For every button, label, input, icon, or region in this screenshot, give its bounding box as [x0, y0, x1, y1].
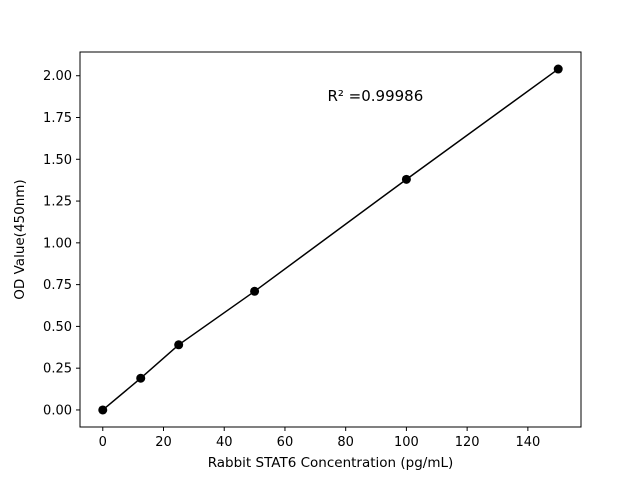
y-tick-label: 0.75 — [43, 278, 72, 293]
y-tick-label: 0.00 — [43, 403, 72, 418]
x-tick-label: 60 — [277, 435, 294, 450]
data-point — [250, 286, 260, 296]
y-axis-label: OD Value(450nm) — [12, 179, 28, 299]
x-tick-label: 40 — [216, 435, 233, 450]
y-tick-label: 1.25 — [43, 195, 72, 210]
trend-line — [102, 68, 559, 411]
plot-border — [79, 51, 582, 428]
y-tick-label: 0.50 — [43, 320, 72, 335]
data-point — [401, 174, 411, 184]
y-tick-label: 1.75 — [43, 111, 72, 126]
y-tick-label: 0.25 — [43, 362, 72, 377]
data-point — [136, 373, 146, 383]
x-tick-label: 0 — [99, 435, 107, 450]
x-axis-label: Rabbit STAT6 Concentration (pg/mL) — [208, 455, 454, 471]
x-tick-label: 100 — [394, 435, 419, 450]
data-point — [174, 340, 184, 350]
r-squared-annotation: R² =0.99986 — [327, 87, 423, 105]
data-point — [553, 64, 563, 74]
y-tick-label: 1.50 — [43, 153, 72, 168]
y-tick-label: 1.00 — [43, 236, 72, 251]
x-tick-label: 140 — [515, 435, 540, 450]
data-point — [98, 405, 108, 415]
x-tick-label: 120 — [455, 435, 480, 450]
y-tick-label: 2.00 — [43, 69, 72, 84]
x-tick-label: 80 — [337, 435, 354, 450]
x-tick-label: 20 — [155, 435, 172, 450]
